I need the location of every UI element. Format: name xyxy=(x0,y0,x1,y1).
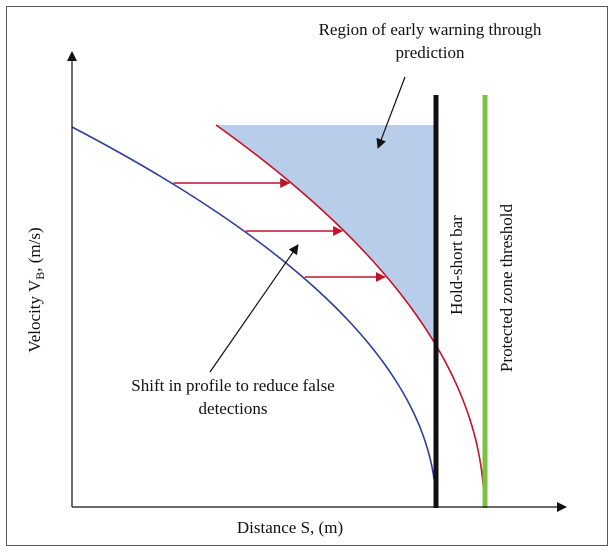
shift-label-line1: Shift in profile to reduce false xyxy=(131,376,334,395)
shifted-velocity-profile-curve xyxy=(215,124,485,507)
figure-frame xyxy=(6,6,608,546)
protected-zone-threshold-label: Protected zone threshold xyxy=(497,203,516,372)
y-axis-label-subscript: B xyxy=(33,272,47,280)
y-axis-label-prefix: Velocity V xyxy=(25,279,44,353)
early-warning-region xyxy=(216,125,435,343)
x-axis-label: Distance S, (m) xyxy=(237,518,343,537)
shift-arrows xyxy=(173,178,386,282)
early-warning-label-line2: prediction xyxy=(396,43,465,62)
early-warning-leader-arrow xyxy=(376,76,406,149)
hold-short-bar-label: Hold-short bar xyxy=(447,215,466,315)
early-warning-label-line1: Region of early warning through xyxy=(319,20,542,39)
y-axis-label-suffix: , (m/s) xyxy=(25,227,44,271)
y-axis-label: Velocity VB, (m/s) xyxy=(25,227,47,352)
original-velocity-profile-curve xyxy=(71,126,437,507)
shift-leader-arrow xyxy=(209,244,299,373)
shift-label-line2: detections xyxy=(199,399,268,418)
